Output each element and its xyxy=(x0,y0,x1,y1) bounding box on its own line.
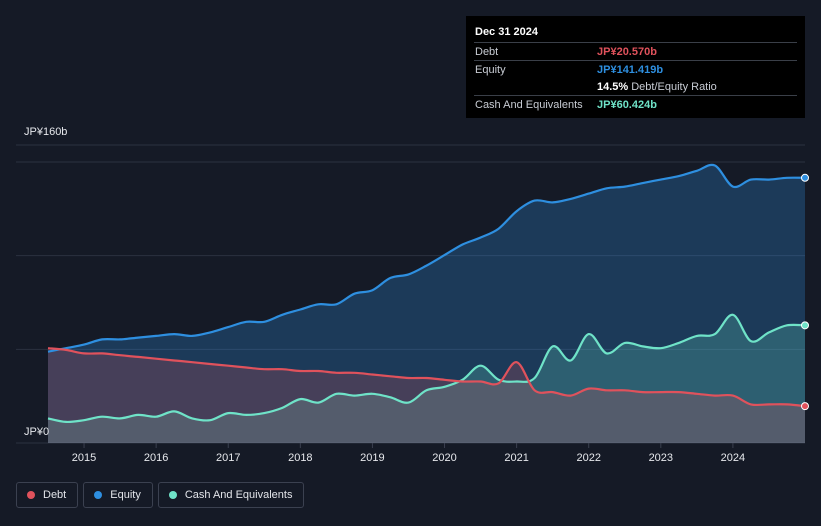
tooltip-panel: Dec 31 2024 Debt JP¥20.570b Equity JP¥14… xyxy=(466,16,805,118)
x-tick-label-9: 2024 xyxy=(721,452,745,464)
x-tick-label-5: 2020 xyxy=(432,452,456,464)
x-tick-label-6: 2021 xyxy=(504,452,528,464)
series-lines xyxy=(47,163,806,424)
x-tick-label-0: 2015 xyxy=(72,452,96,464)
tooltip-cash-value: JP¥60.424b xyxy=(597,98,657,111)
tooltip-equity-label: Equity xyxy=(475,63,506,76)
cash-and-equivalents-endpoint xyxy=(801,321,809,330)
tooltip-debt-value: JP¥20.570b xyxy=(597,45,657,58)
cash-and-equivalents-line xyxy=(47,313,806,424)
gridlines xyxy=(16,144,805,444)
tooltip-ratio-row: 14.5% Debt/Equity Ratio xyxy=(474,78,797,95)
series-endpoints xyxy=(801,173,809,411)
legend-item-equity[interactable]: Equity xyxy=(83,482,153,508)
tooltip-date: Dec 31 2024 xyxy=(475,26,538,38)
tooltip-ratio-label: Debt/Equity Ratio xyxy=(631,80,717,93)
legend-cash-label: Cash And Equivalents xyxy=(184,489,293,501)
cash-and-equivalents-area xyxy=(48,314,805,443)
x-tick-label-3: 2018 xyxy=(288,452,312,464)
legend-equity-label: Equity xyxy=(110,489,141,501)
y-axis-labels: JP¥160b JP¥0 xyxy=(24,126,67,438)
cash-dot-icon xyxy=(168,491,177,499)
legend-item-cash[interactable]: Cash And Equivalents xyxy=(157,482,305,508)
tooltip-cash-row: Cash And Equivalents JP¥60.424b xyxy=(474,95,797,113)
series-areas xyxy=(48,164,805,443)
tooltip-ratio-value: 14.5% xyxy=(597,80,629,93)
x-tick-label-7: 2022 xyxy=(576,452,600,464)
tooltip-debt-label: Debt xyxy=(475,45,499,58)
tooltip-cash-label: Cash And Equivalents xyxy=(475,98,583,111)
x-axis-tick-labels: 2015 2016 2017 2018 2019 2020 2021 2022 2023 2024 xyxy=(72,443,745,464)
tooltip-equity-value: JP¥141.419b xyxy=(597,63,664,76)
tooltip-debt-row: Debt JP¥20.570b xyxy=(474,42,797,60)
x-tick-label-4: 2019 xyxy=(360,452,384,464)
legend-debt-label: Debt xyxy=(43,489,67,501)
debt-area xyxy=(48,348,805,443)
tooltip-equity-row: Equity JP¥141.419b xyxy=(474,60,797,78)
x-tick-label-2: 2017 xyxy=(216,452,240,464)
x-tick-label-8: 2023 xyxy=(649,452,673,464)
legend-item-debt[interactable]: Debt xyxy=(16,482,79,508)
equity-line xyxy=(47,163,806,353)
y-axis-label-1: JP¥0 xyxy=(24,426,49,438)
y-axis-label-0: JP¥160b xyxy=(24,126,67,138)
debt-line xyxy=(47,347,806,408)
equity-area xyxy=(48,164,805,443)
equity-endpoint xyxy=(801,173,809,182)
legend: Debt Equity Cash And Equivalents xyxy=(16,482,305,508)
debt-dot-icon xyxy=(27,491,35,499)
x-tick-label-1: 2016 xyxy=(144,452,168,464)
equity-dot-icon xyxy=(94,491,103,499)
debt-endpoint xyxy=(801,402,809,411)
